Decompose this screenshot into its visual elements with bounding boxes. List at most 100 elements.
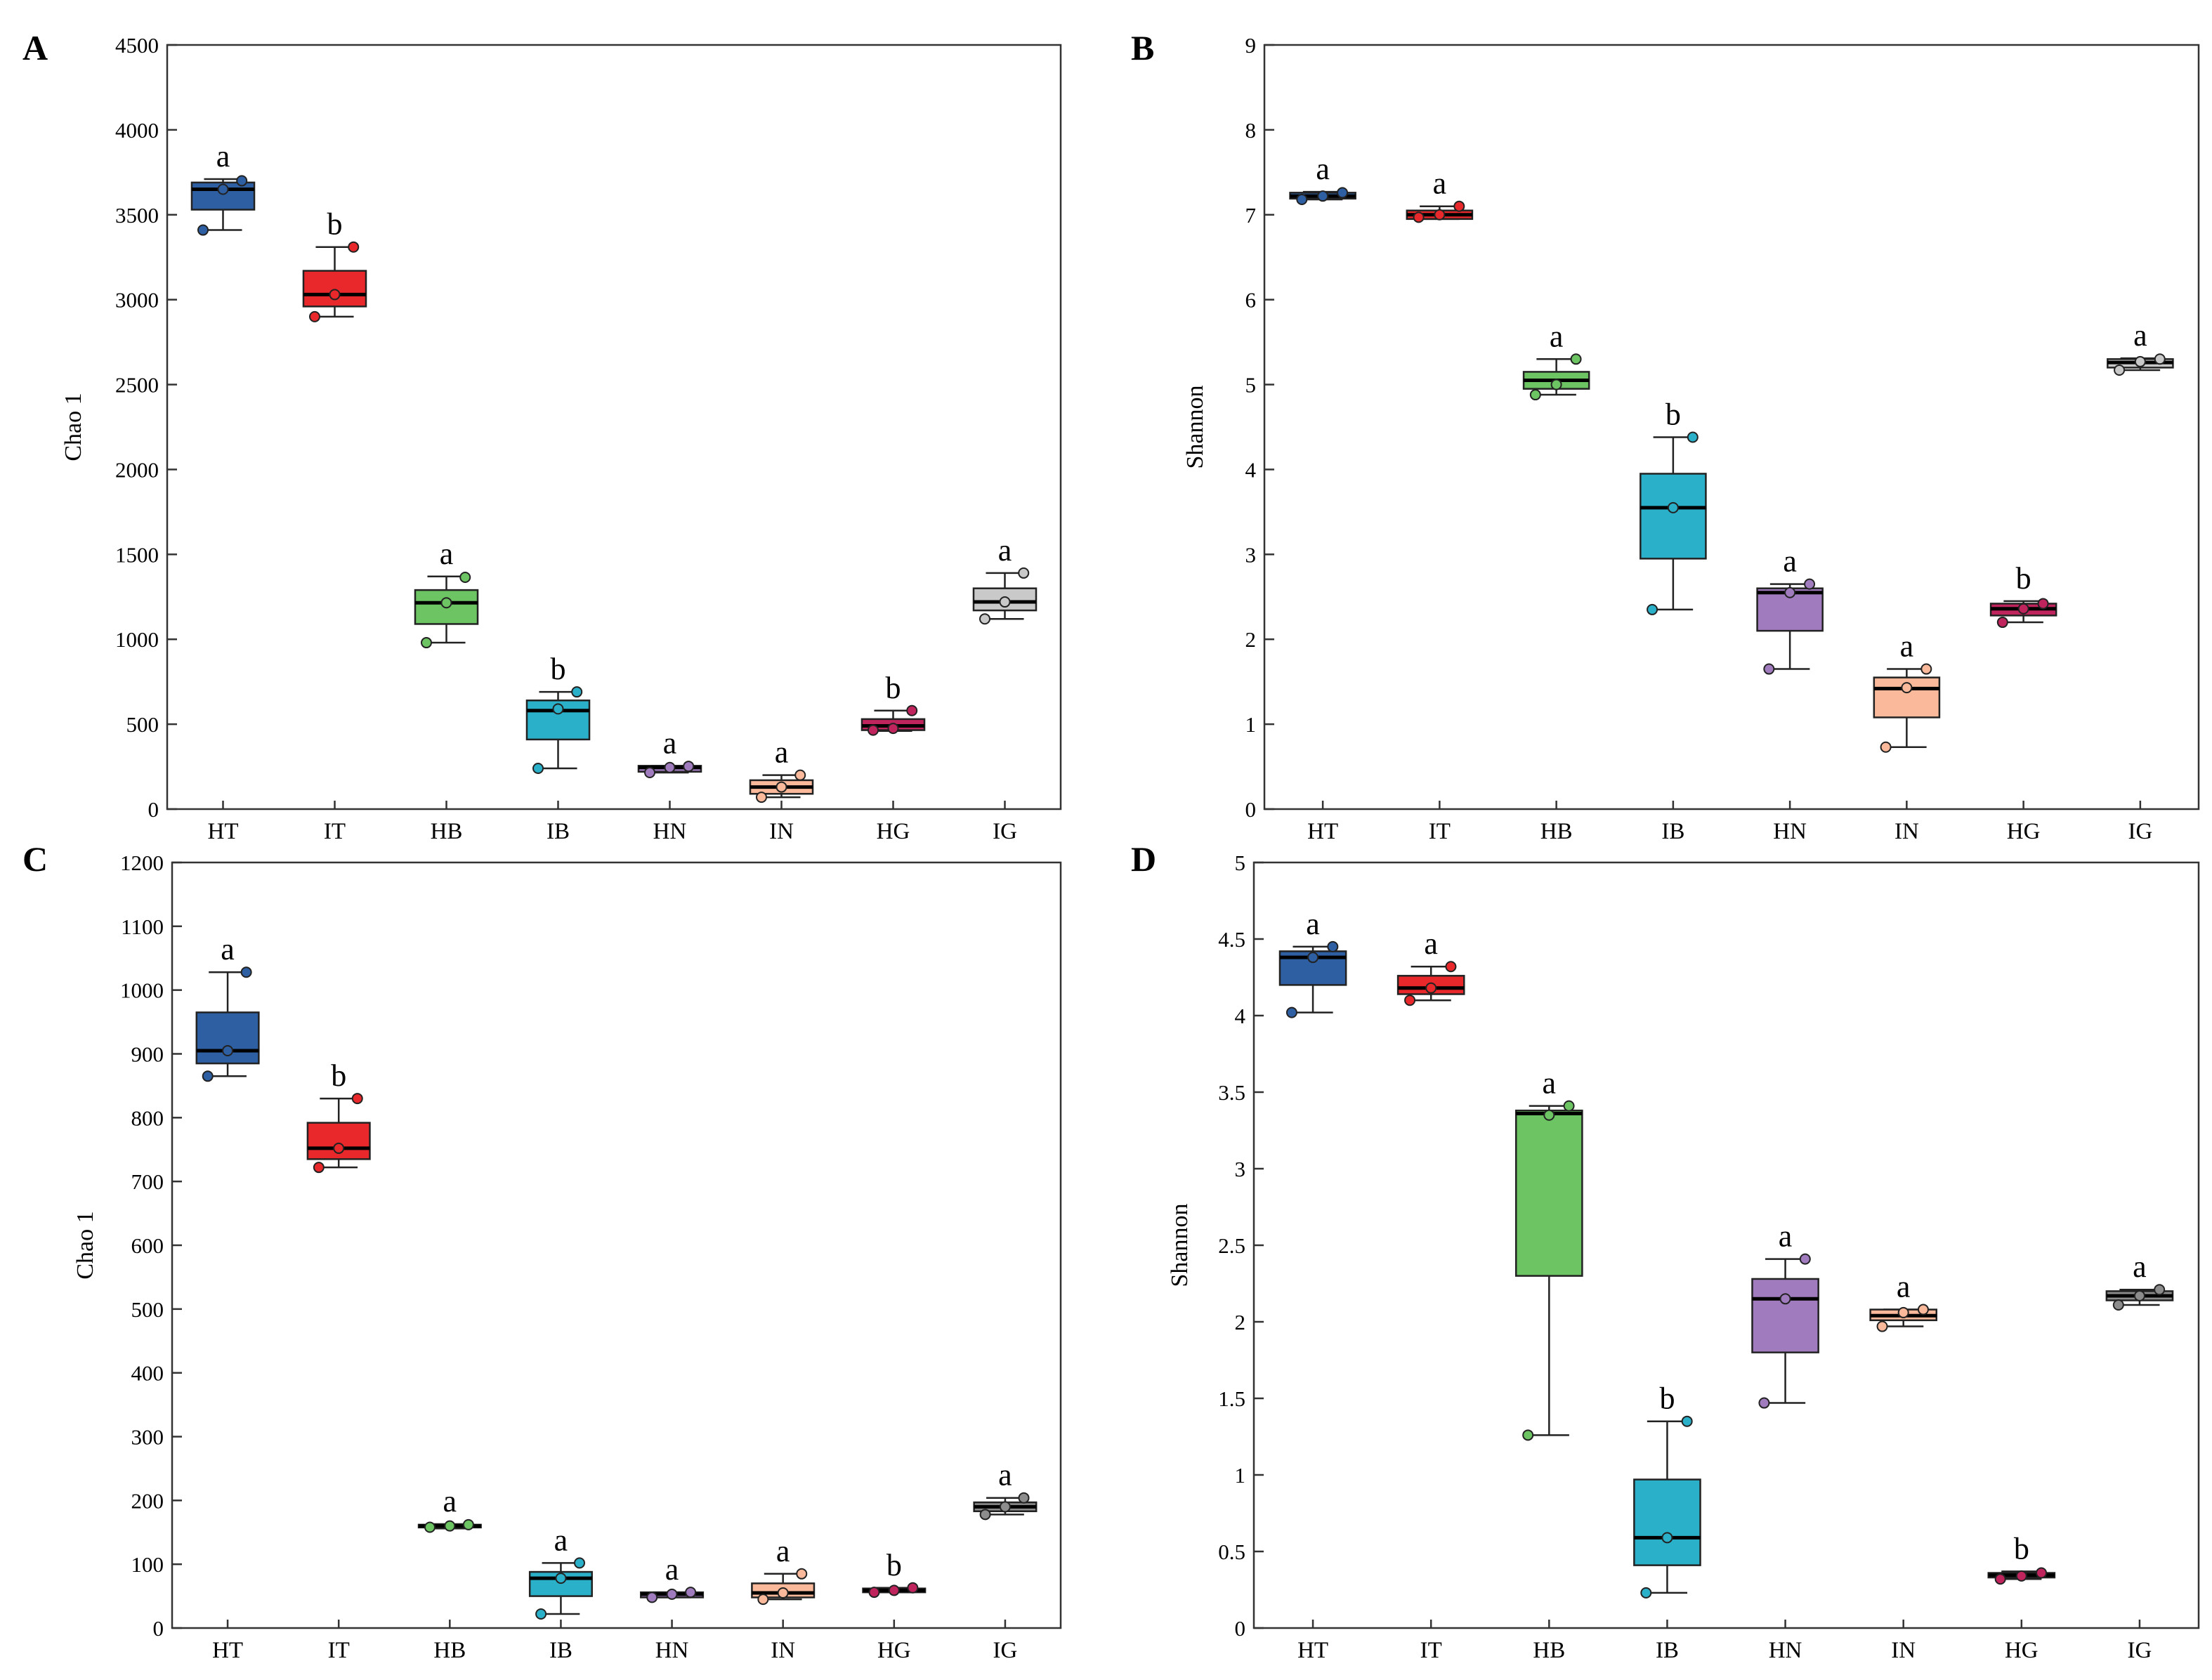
data-point: [552, 703, 564, 715]
box-group-hb: a: [1522, 319, 1590, 401]
x-tick-label: IT: [1429, 819, 1451, 844]
y-tick-label: 3: [1235, 1157, 1246, 1181]
panel-b: B 0 1 2 3 4 5 6 7 8 9 Shannon HT IT HB IB HN IN HG IG a a a b a a…: [1131, 28, 2200, 844]
x-tick-label: IN: [769, 819, 794, 844]
data-point: [1317, 190, 1329, 202]
data-point: [240, 966, 252, 978]
y-tick-label: 4: [1245, 457, 1257, 482]
box-group-hn: a: [637, 726, 702, 779]
data-point: [1799, 1253, 1811, 1265]
data-point: [1529, 389, 1541, 401]
significance-label: a: [2133, 1249, 2147, 1284]
data-point: [1404, 995, 1416, 1006]
data-point: [2154, 1284, 2166, 1296]
data-point: [1522, 1429, 1534, 1441]
x-tick-label: HT: [1297, 1638, 1328, 1663]
data-point: [1425, 982, 1437, 994]
data-point: [777, 1587, 789, 1599]
significance-label: a: [1433, 166, 1447, 201]
y-tick-label: 5: [1235, 851, 1246, 875]
data-point: [236, 175, 248, 187]
y-tick-label: 500: [126, 712, 159, 737]
y-axis-title: Shannon: [1167, 1204, 1193, 1287]
data-point: [348, 241, 360, 253]
y-tick-label: 2000: [115, 457, 159, 482]
data-point: [664, 761, 676, 773]
y-axis-title: Chao 1: [72, 1211, 98, 1279]
data-point: [683, 761, 695, 773]
box-group-ht: a: [190, 139, 256, 236]
x-tick-label: IT: [1420, 1638, 1442, 1663]
data-point: [1307, 952, 1319, 964]
y-tick-label: 4: [1235, 1004, 1246, 1028]
data-point: [1285, 1006, 1297, 1018]
data-point: [1763, 663, 1775, 675]
significance-label: b: [2016, 561, 2031, 596]
data-point: [1681, 1415, 1693, 1427]
x-tick-label: HN: [655, 1638, 689, 1663]
data-point: [1901, 682, 1913, 694]
x-tick-label: IB: [549, 1638, 572, 1663]
significance-label: a: [663, 726, 677, 760]
significance-label: b: [1665, 398, 1681, 432]
plot-frame: [171, 861, 1062, 1629]
data-point: [646, 1592, 658, 1603]
data-point: [1563, 1100, 1575, 1112]
data-point: [1434, 209, 1446, 221]
box-group-hg: b: [860, 671, 926, 736]
y-tick-label: 0: [153, 1616, 164, 1641]
significance-label: b: [886, 671, 901, 705]
x-tick-label: IG: [993, 819, 1017, 844]
data-point: [2133, 1289, 2145, 1301]
data-point: [1018, 1492, 1030, 1504]
box-group-in: a: [751, 1534, 816, 1606]
x-tick-label: HN: [1769, 1638, 1802, 1663]
y-tick-label: 3: [1245, 542, 1257, 567]
y-tick-label: 5: [1245, 373, 1257, 398]
box-group-hb: a: [414, 537, 479, 649]
box-group-in: a: [749, 735, 814, 803]
data-point: [999, 1501, 1011, 1513]
x-tick-label: IB: [547, 819, 570, 844]
y-tick-label: 300: [131, 1425, 164, 1450]
box-group-ig: a: [973, 1458, 1038, 1521]
y-tick-label: 800: [131, 1105, 164, 1130]
data-point: [868, 724, 879, 736]
y-tick-label: 4000: [115, 118, 159, 143]
data-point: [1445, 961, 1457, 973]
significance-label: b: [551, 652, 566, 686]
box-group-hb: a: [1514, 1066, 1583, 1441]
y-tick-label: 3500: [115, 203, 159, 228]
x-tick-label: HB: [431, 819, 463, 844]
data-point: [309, 310, 321, 322]
y-tick-label: 1: [1235, 1463, 1246, 1488]
data-point: [440, 597, 452, 609]
y-tick-label: 2500: [115, 373, 159, 398]
x-tick-label: HB: [1540, 819, 1573, 844]
y-tick-label: 6: [1245, 288, 1257, 313]
data-point: [1327, 940, 1339, 952]
panel-letter: C: [22, 839, 48, 879]
x-tick-label: IB: [1656, 1638, 1679, 1663]
x-tick-label: HB: [1533, 1638, 1565, 1663]
y-tick-label: 8: [1245, 118, 1257, 143]
box-group-in: a: [1873, 629, 1941, 753]
box-group-ib: b: [525, 652, 591, 774]
data-point: [351, 1093, 363, 1105]
data-point: [1570, 353, 1582, 365]
y-tick-label: 700: [131, 1169, 164, 1194]
x-tick-label: IN: [771, 1638, 795, 1663]
data-point: [462, 1518, 474, 1530]
y-tick-label: 1100: [121, 914, 164, 939]
box-group-ig: a: [2107, 318, 2174, 376]
data-point: [1296, 194, 1308, 206]
x-tick-label: HB: [433, 1638, 466, 1663]
y-tick-label: 4500: [115, 33, 159, 58]
data-point: [906, 704, 918, 716]
data-point: [1880, 741, 1892, 753]
data-point: [1018, 567, 1030, 579]
data-point: [868, 1587, 880, 1599]
data-point: [1647, 603, 1658, 615]
data-point: [535, 1608, 547, 1620]
significance-label: a: [216, 139, 230, 173]
